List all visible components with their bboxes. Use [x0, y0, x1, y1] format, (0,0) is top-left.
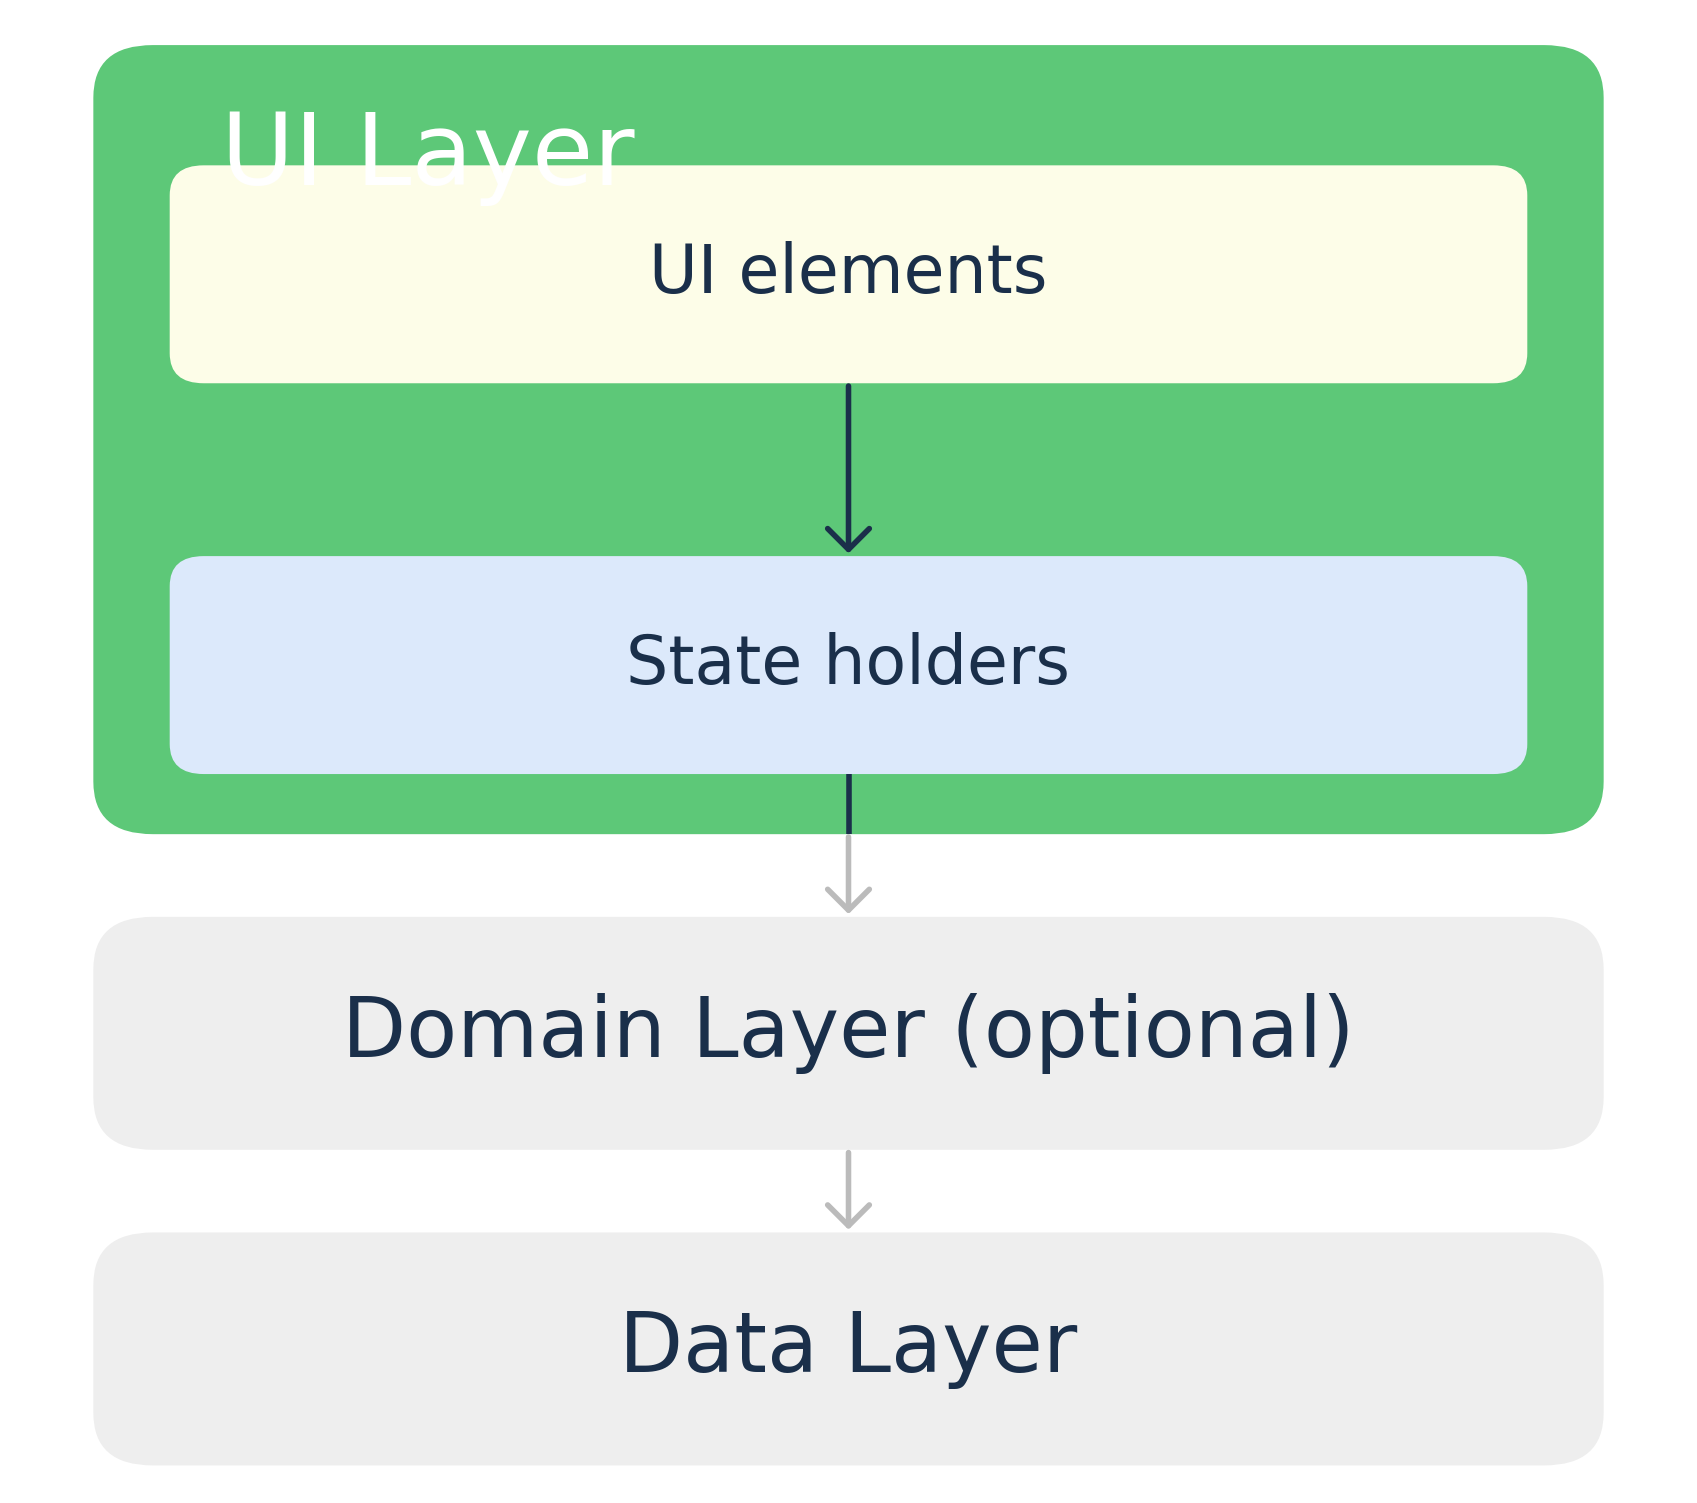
FancyBboxPatch shape: [93, 917, 1604, 1150]
Text: UI elements: UI elements: [650, 242, 1047, 307]
Text: State holders: State holders: [626, 633, 1071, 697]
Text: Domain Layer (optional): Domain Layer (optional): [343, 993, 1354, 1073]
Text: UI Layer: UI Layer: [221, 110, 635, 206]
FancyBboxPatch shape: [170, 165, 1527, 383]
Text: Data Layer: Data Layer: [619, 1309, 1078, 1389]
FancyBboxPatch shape: [170, 556, 1527, 774]
FancyBboxPatch shape: [93, 45, 1604, 834]
FancyBboxPatch shape: [93, 1232, 1604, 1465]
